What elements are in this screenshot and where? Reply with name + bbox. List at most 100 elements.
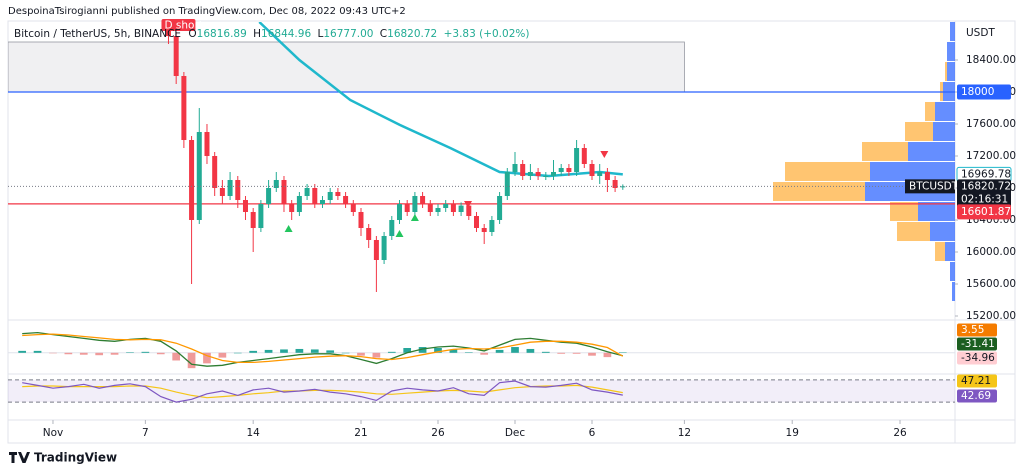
macd-histogram-bar	[280, 349, 288, 353]
macd-histogram-bar	[49, 352, 57, 354]
x-tick-label: Dec	[505, 427, 526, 439]
volume-profile-down	[862, 142, 908, 161]
x-tick-label: 26	[431, 427, 445, 439]
ma-price-label: 16969.78	[961, 168, 1011, 180]
y-tick-label: 15600.00	[966, 278, 1016, 290]
volume-profile-up	[935, 102, 955, 121]
moving-average	[258, 22, 623, 178]
candle-body	[620, 186, 626, 188]
candle-body	[389, 220, 395, 236]
candle-body	[227, 180, 233, 196]
macd-histogram-bar	[403, 348, 412, 353]
macd-histogram-label: 3.55	[961, 324, 984, 336]
x-tick-label: 21	[354, 427, 367, 439]
overlay: 15200.0015600.0016000.0016400.0016800.00…	[8, 19, 1016, 439]
hline-price-label-box	[957, 204, 1011, 220]
volume-profile-up	[945, 242, 955, 261]
macd-histogram-bar	[33, 350, 42, 353]
macd-histogram-bar	[588, 352, 596, 356]
macd-histogram-bar	[95, 352, 104, 356]
buy-signal	[284, 225, 293, 233]
macd-histogram-bar	[387, 351, 396, 353]
macd-line	[22, 333, 624, 364]
macd-histogram-bar	[326, 350, 335, 353]
y-tick-label: 17600.00	[966, 118, 1016, 130]
candle-body	[312, 188, 318, 204]
candle-body	[343, 196, 349, 204]
macd-histogram-bar	[187, 352, 196, 369]
candle-body	[258, 204, 264, 228]
candle-body	[381, 236, 387, 260]
chart-frame	[7, 20, 1016, 444]
candle-body	[535, 172, 541, 176]
candle-body	[558, 168, 564, 172]
hline-price-label: 16601.87	[961, 206, 1011, 218]
candle-body	[450, 204, 456, 212]
candle-body	[412, 196, 418, 212]
macd-line-label: -31.41	[961, 338, 995, 350]
macd-histogram-bar	[618, 352, 627, 353]
symbol-tag-box	[905, 179, 955, 194]
legend-key: O	[188, 28, 196, 40]
candle-body	[512, 164, 518, 172]
candle-body	[420, 196, 426, 204]
rsi-label: 42.69	[961, 390, 991, 402]
volume-profile-down	[925, 102, 935, 121]
macd-histogram-bar	[480, 352, 489, 355]
volume-profile-up	[950, 22, 955, 41]
macd-histogram-bar	[557, 352, 566, 354]
volume-profile-up	[870, 162, 955, 181]
macd-histogram-bar	[156, 352, 165, 355]
volume-profile-down	[897, 222, 930, 241]
macd-histogram-bar	[249, 350, 258, 353]
macd-histogram-bar	[79, 352, 88, 355]
candle-body	[527, 172, 533, 176]
candle-body	[443, 204, 449, 208]
legend-key: L	[317, 28, 323, 40]
countdown: 02:16:31	[961, 193, 1008, 205]
macd-histogram-bar	[203, 352, 211, 364]
candle-body	[196, 132, 202, 220]
candle-body	[597, 172, 603, 176]
macd-histogram-bar	[141, 351, 150, 353]
y-tick-label: 15200.00	[966, 310, 1016, 322]
macd-line-label: -34.96	[961, 352, 995, 364]
macd-histogram-bar	[18, 350, 27, 353]
legend-change: +3.83 (+0.02%)	[444, 28, 530, 40]
candle-body	[327, 192, 333, 200]
hline-price-label-box	[957, 84, 1011, 100]
macd-line-label-box	[957, 351, 997, 365]
legend-value: 16777.00	[323, 28, 373, 40]
candle-body	[566, 168, 572, 172]
tag: D short	[164, 20, 202, 32]
legend: Bitcoin / TetherUS, 5h, BINANCE O16816.8…	[14, 28, 529, 40]
volume-profile-up	[918, 202, 955, 221]
candle-body	[319, 200, 325, 204]
macd-histogram-bar	[218, 352, 227, 358]
candle-body	[242, 200, 248, 212]
y-tick-label: 18400.00	[966, 54, 1016, 66]
macd-histogram-bar	[418, 347, 427, 353]
macd-histogram-bar	[357, 352, 365, 356]
candle-body	[165, 28, 171, 36]
volume-profile-up	[947, 42, 955, 61]
macd-histogram-bar	[172, 352, 181, 361]
volume-profile-up	[950, 262, 955, 281]
macd-histogram-bar	[572, 352, 581, 354]
legend-key: H	[253, 28, 261, 40]
candle-body	[489, 220, 495, 232]
sell-signal	[464, 201, 473, 208]
candle-body	[435, 208, 441, 212]
legend-value: 16820.72	[387, 28, 437, 40]
x-tick-label: 14	[246, 427, 260, 439]
hline-price-label: 18000	[961, 86, 994, 98]
candle-body	[266, 188, 272, 204]
candle-body	[289, 204, 295, 212]
macd-line	[22, 331, 623, 367]
rsi-band	[8, 379, 955, 403]
sell-signal	[600, 151, 609, 158]
macd-histogram-bar	[526, 348, 535, 353]
candle-body	[543, 176, 549, 177]
candle-body	[612, 180, 618, 188]
